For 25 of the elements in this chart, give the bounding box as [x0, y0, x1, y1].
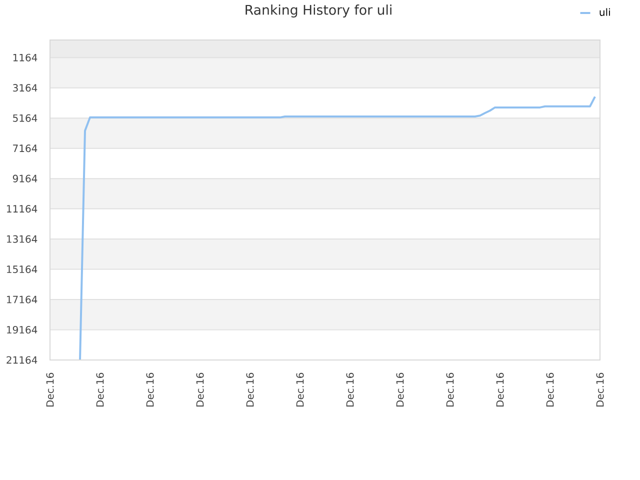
y-tick-label: 7164	[13, 144, 38, 152]
y-tick-label: 19164	[7, 326, 38, 334]
y-tick-label: 15164	[7, 266, 38, 274]
x-tick-label: Dec.16	[96, 372, 104, 407]
y-tick-label: 1164	[13, 54, 38, 62]
y-tick-label: 21164	[6, 356, 38, 364]
x-tick-label: Dec.16	[446, 372, 454, 407]
y-tick-label: 13164	[7, 235, 38, 243]
x-tick-label: Dec.16	[196, 372, 204, 407]
x-tick-label: Dec.16	[596, 372, 604, 407]
x-tick-label: Dec.16	[246, 372, 254, 407]
x-tick-label: Dec.16	[146, 372, 154, 407]
y-tick-label: 9164	[12, 174, 38, 182]
y-tick-label: 5164	[13, 114, 38, 122]
y-tick-label: 17164	[7, 296, 38, 304]
x-tick-label: Dec.16	[296, 372, 304, 407]
y-tick-label: 3164	[13, 84, 38, 92]
chart-title: Ranking History for uli	[246, 4, 392, 18]
legend-label: uli	[600, 8, 610, 16]
x-tick-label: Dec.16	[46, 372, 54, 407]
x-tick-label: Dec.16	[496, 372, 504, 407]
x-tick-label: Dec.16	[396, 372, 404, 407]
x-tick-label: Dec.16	[346, 372, 354, 407]
x-tick-label: Dec.16	[546, 372, 554, 407]
y-tick-label: 11164	[7, 205, 38, 213]
